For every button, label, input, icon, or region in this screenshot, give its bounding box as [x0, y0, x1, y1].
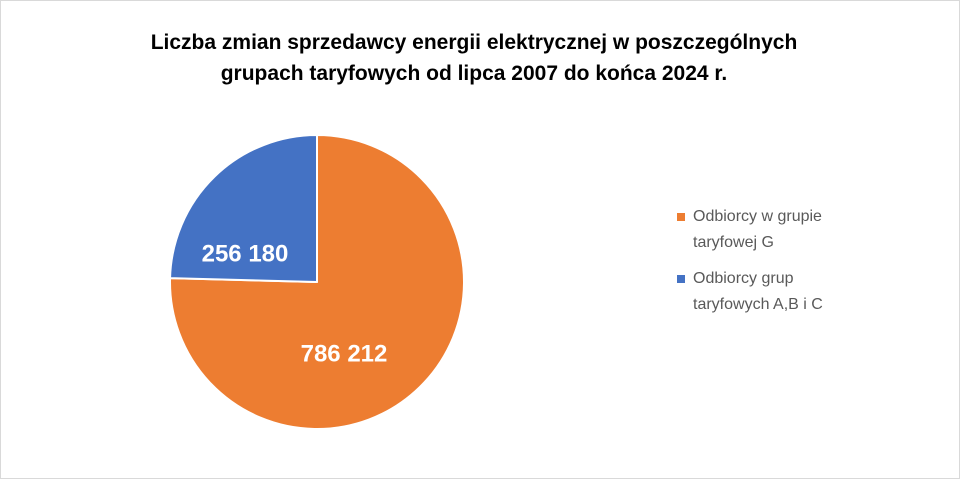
pie-slice-grupy-abc	[169, 134, 318, 283]
legend-label-grupa-g: Odbiorcy w grupie taryfowej G	[693, 204, 913, 256]
legend-label-grupy-abc: Odbiorcy grup taryfowych A,B i C	[693, 266, 913, 318]
chart-title: Liczba zmian sprzedawcy energii elektryc…	[1, 27, 947, 89]
data-label-grupa-g: 786 212	[301, 340, 388, 367]
legend-label-line: taryfowych A,B i C	[693, 296, 823, 313]
legend-swatch-grupy-abc	[677, 275, 685, 283]
legend-label-line: Odbiorcy grup	[693, 270, 794, 287]
chart-title-line-1: Liczba zmian sprzedawcy energii elektryc…	[150, 31, 798, 54]
legend-label-line: taryfowej G	[693, 234, 774, 251]
chart-title-line-2: grupach taryfowych od lipca 2007 do końc…	[220, 62, 728, 85]
legend-label-line: Odbiorcy w grupie	[693, 208, 822, 225]
legend-swatch-grupa-g	[677, 213, 685, 221]
data-label-grupy-abc: 256 180	[202, 240, 289, 267]
